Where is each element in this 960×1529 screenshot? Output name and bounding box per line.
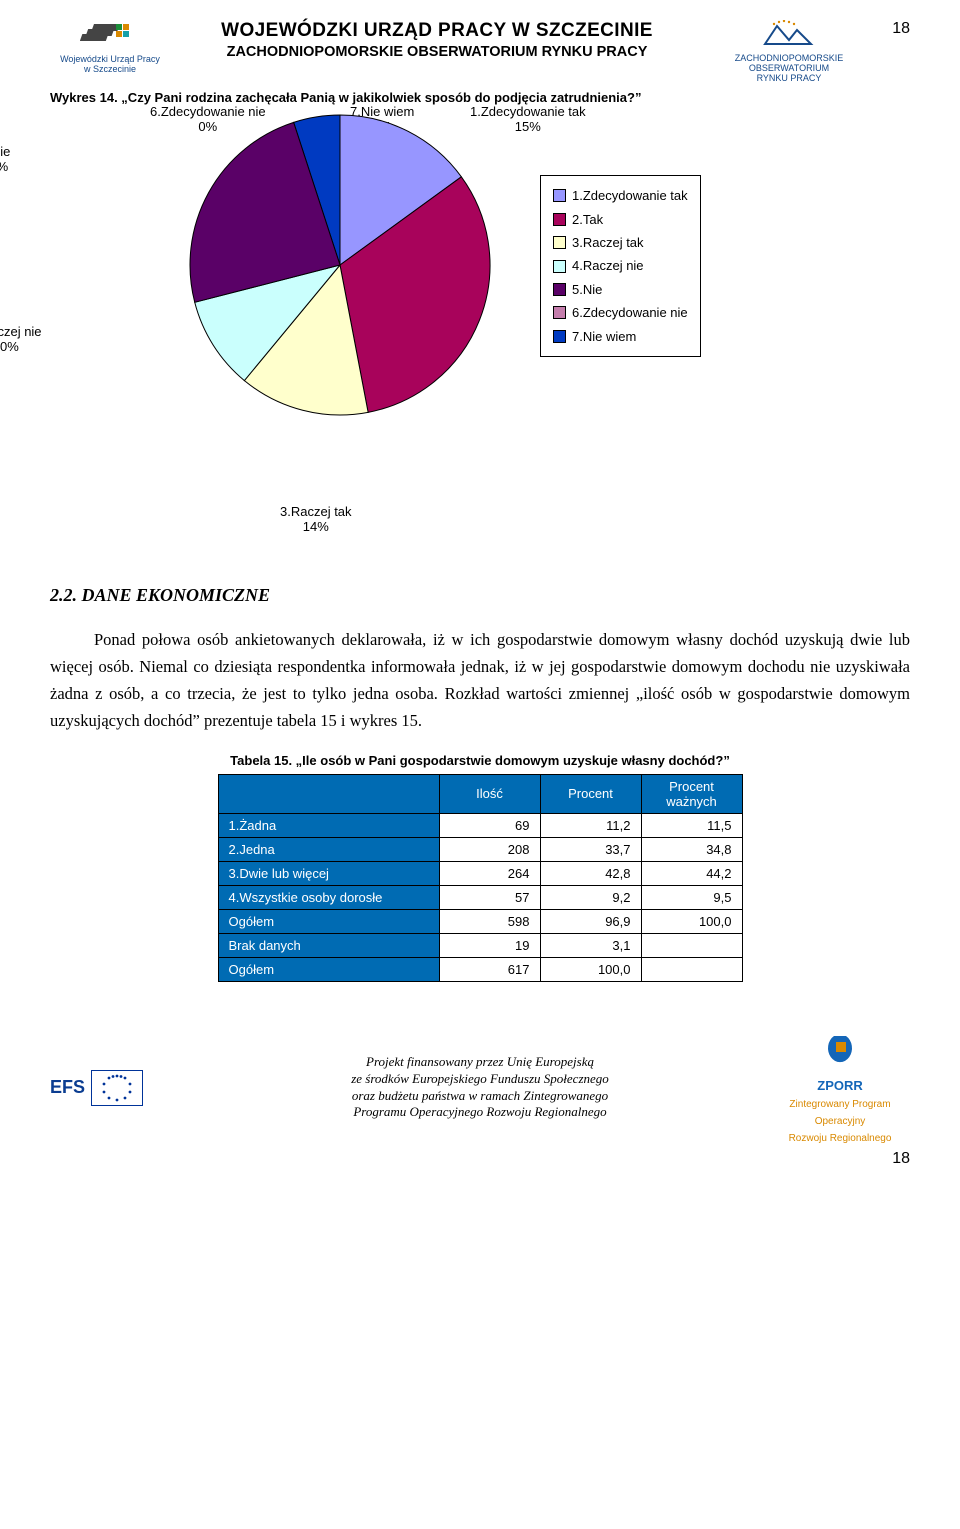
- chart-legend: 1.Zdecydowanie tak2.Tak3.Raczej tak4.Rac…: [540, 175, 701, 357]
- legend-swatch: [553, 260, 566, 273]
- page-header: Wojewódzki Urząd Pracy w Szczecinie WOJE…: [50, 20, 910, 84]
- legend-item: 1.Zdecydowanie tak: [553, 184, 688, 207]
- page-number-top: 18: [884, 20, 910, 38]
- zporr-sub1: Zintegrowany Program: [789, 1099, 890, 1110]
- table-cell: 100,0: [641, 909, 742, 933]
- table-cell: 34,8: [641, 837, 742, 861]
- legend-swatch: [553, 213, 566, 226]
- table-row-label: 2.Jedna: [218, 837, 439, 861]
- efs-logo: EFS: [50, 1070, 190, 1106]
- zporr-title: ZPORR: [817, 1078, 863, 1093]
- wup-logo-icon: [80, 20, 140, 54]
- table-cell: 57: [439, 885, 540, 909]
- logo-left-text2: w Szczecinie: [84, 64, 136, 74]
- legend-swatch: [553, 330, 566, 343]
- page-number-bottom: 18: [50, 1150, 910, 1168]
- table-cell: 3,1: [540, 933, 641, 957]
- table-cell: 598: [439, 909, 540, 933]
- callout-raczej-tak: 3.Raczej tak14%: [280, 505, 352, 535]
- table-row-label: 3.Dwie lub więcej: [218, 861, 439, 885]
- page-footer: EFS Projekt finansowany przez Unię Europ…: [50, 1032, 910, 1144]
- logo-left-text1: Wojewódzki Urząd Pracy: [60, 54, 160, 64]
- legend-label: 1.Zdecydowanie tak: [572, 184, 688, 207]
- table-row-label: Ogółem: [218, 957, 439, 981]
- zporr-sub3: Rozwoju Regionalnego: [789, 1133, 892, 1144]
- table-row: 2.Jedna20833,734,8: [218, 837, 742, 861]
- table-header-cell: [218, 774, 439, 813]
- section-heading: 2.2. DANE EKONOMICZNE: [50, 585, 910, 606]
- obs-logo-icon: [759, 20, 819, 54]
- legend-swatch: [553, 189, 566, 202]
- table-cell: [641, 933, 742, 957]
- footer-text: Projekt finansowany przez Unię Europejsk…: [210, 1054, 750, 1122]
- footer-line: Programu Operacyjnego Rozwoju Regionalne…: [210, 1104, 750, 1121]
- legend-item: 6.Zdecydowanie nie: [553, 301, 688, 324]
- header-title: WOJEWÓDZKI URZĄD PRACY W SZCZECINIE: [180, 20, 694, 42]
- table-cell: 100,0: [540, 957, 641, 981]
- table-cell: 33,7: [540, 837, 641, 861]
- legend-swatch: [553, 236, 566, 249]
- table-cell: [641, 957, 742, 981]
- legend-label: 5.Nie: [572, 278, 602, 301]
- header-subtitle: ZACHODNIOPOMORSKIE OBSERWATORIUM RYNKU P…: [180, 44, 694, 60]
- legend-swatch: [553, 283, 566, 296]
- header-center: WOJEWÓDZKI URZĄD PRACY W SZCZECINIE ZACH…: [180, 20, 694, 60]
- footer-line: Projekt finansowany przez Unię Europejsk…: [210, 1054, 750, 1071]
- table-cell: 96,9: [540, 909, 641, 933]
- zporr-icon: [820, 1032, 860, 1072]
- table-row: Ogółem59896,9100,0: [218, 909, 742, 933]
- legend-label: 2.Tak: [572, 208, 603, 231]
- table-cell: 19: [439, 933, 540, 957]
- legend-item: 7.Nie wiem: [553, 325, 688, 348]
- table-caption: Tabela 15. „Ile osób w Pani gospodarstwi…: [50, 753, 910, 768]
- table-row-label: 1.Żadna: [218, 813, 439, 837]
- legend-item: 2.Tak: [553, 208, 688, 231]
- table-cell: 9,5: [641, 885, 742, 909]
- footer-line: oraz budżetu państwa w ramach Zintegrowa…: [210, 1088, 750, 1105]
- callout-nie: 5.Nie24%: [0, 145, 10, 175]
- table-row: 4.Wszystkie osoby dorosłe579,29,5: [218, 885, 742, 909]
- table-cell: 42,8: [540, 861, 641, 885]
- legend-label: 3.Raczej tak: [572, 231, 644, 254]
- table-header-cell: Ilość: [439, 774, 540, 813]
- table-row-label: Ogółem: [218, 909, 439, 933]
- legend-item: 3.Raczej tak: [553, 231, 688, 254]
- logo-right: ZACHODNIOPOMORSKIE OBSERWATORIUM RYNKU P…: [704, 20, 874, 84]
- eu-stars-icon: [91, 1070, 143, 1106]
- table-cell: 11,5: [641, 813, 742, 837]
- efs-label: EFS: [50, 1077, 85, 1098]
- legend-label: 6.Zdecydowanie nie: [572, 301, 688, 324]
- table-header-cell: Procent: [540, 774, 641, 813]
- pie-svg: [180, 105, 500, 425]
- table-row: 1.Żadna6911,211,5: [218, 813, 742, 837]
- legend-item: 4.Raczej nie: [553, 254, 688, 277]
- table-row: Brak danych193,1: [218, 933, 742, 957]
- table-cell: 69: [439, 813, 540, 837]
- table-row: Ogółem617100,0: [218, 957, 742, 981]
- footer-line: ze środków Europejskiego Funduszu Społec…: [210, 1071, 750, 1088]
- table-header-cell: Procentważnych: [641, 774, 742, 813]
- zporr-logo: ZPORR Zintegrowany Program Operacyjny Ro…: [770, 1032, 910, 1144]
- data-table: IlośćProcentProcentważnych1.Żadna6911,21…: [218, 774, 743, 982]
- logo-left: Wojewódzki Urząd Pracy w Szczecinie: [50, 20, 170, 74]
- callout-raczej-nie: 4.Raczej nie10%: [0, 325, 42, 355]
- pie-chart: 6.Zdecydowanie nie0% 7.Nie wiem5% 1.Zdec…: [70, 105, 890, 545]
- body-paragraph: Ponad połowa osób ankietowanych deklarow…: [50, 626, 910, 735]
- table-cell: 44,2: [641, 861, 742, 885]
- legend-swatch: [553, 306, 566, 319]
- zporr-sub2: Operacyjny: [815, 1116, 866, 1127]
- table-cell: 208: [439, 837, 540, 861]
- table-row: 3.Dwie lub więcej26442,844,2: [218, 861, 742, 885]
- table-row-label: 4.Wszystkie osoby dorosłe: [218, 885, 439, 909]
- table-cell: 617: [439, 957, 540, 981]
- table-cell: 264: [439, 861, 540, 885]
- logo-right-text3: RYNKU PRACY: [757, 74, 822, 84]
- legend-label: 4.Raczej nie: [572, 254, 644, 277]
- table-cell: 9,2: [540, 885, 641, 909]
- legend-label: 7.Nie wiem: [572, 325, 636, 348]
- legend-item: 5.Nie: [553, 278, 688, 301]
- chart-caption: Wykres 14. „Czy Pani rodzina zachęcała P…: [50, 90, 910, 105]
- table-row-label: Brak danych: [218, 933, 439, 957]
- table-cell: 11,2: [540, 813, 641, 837]
